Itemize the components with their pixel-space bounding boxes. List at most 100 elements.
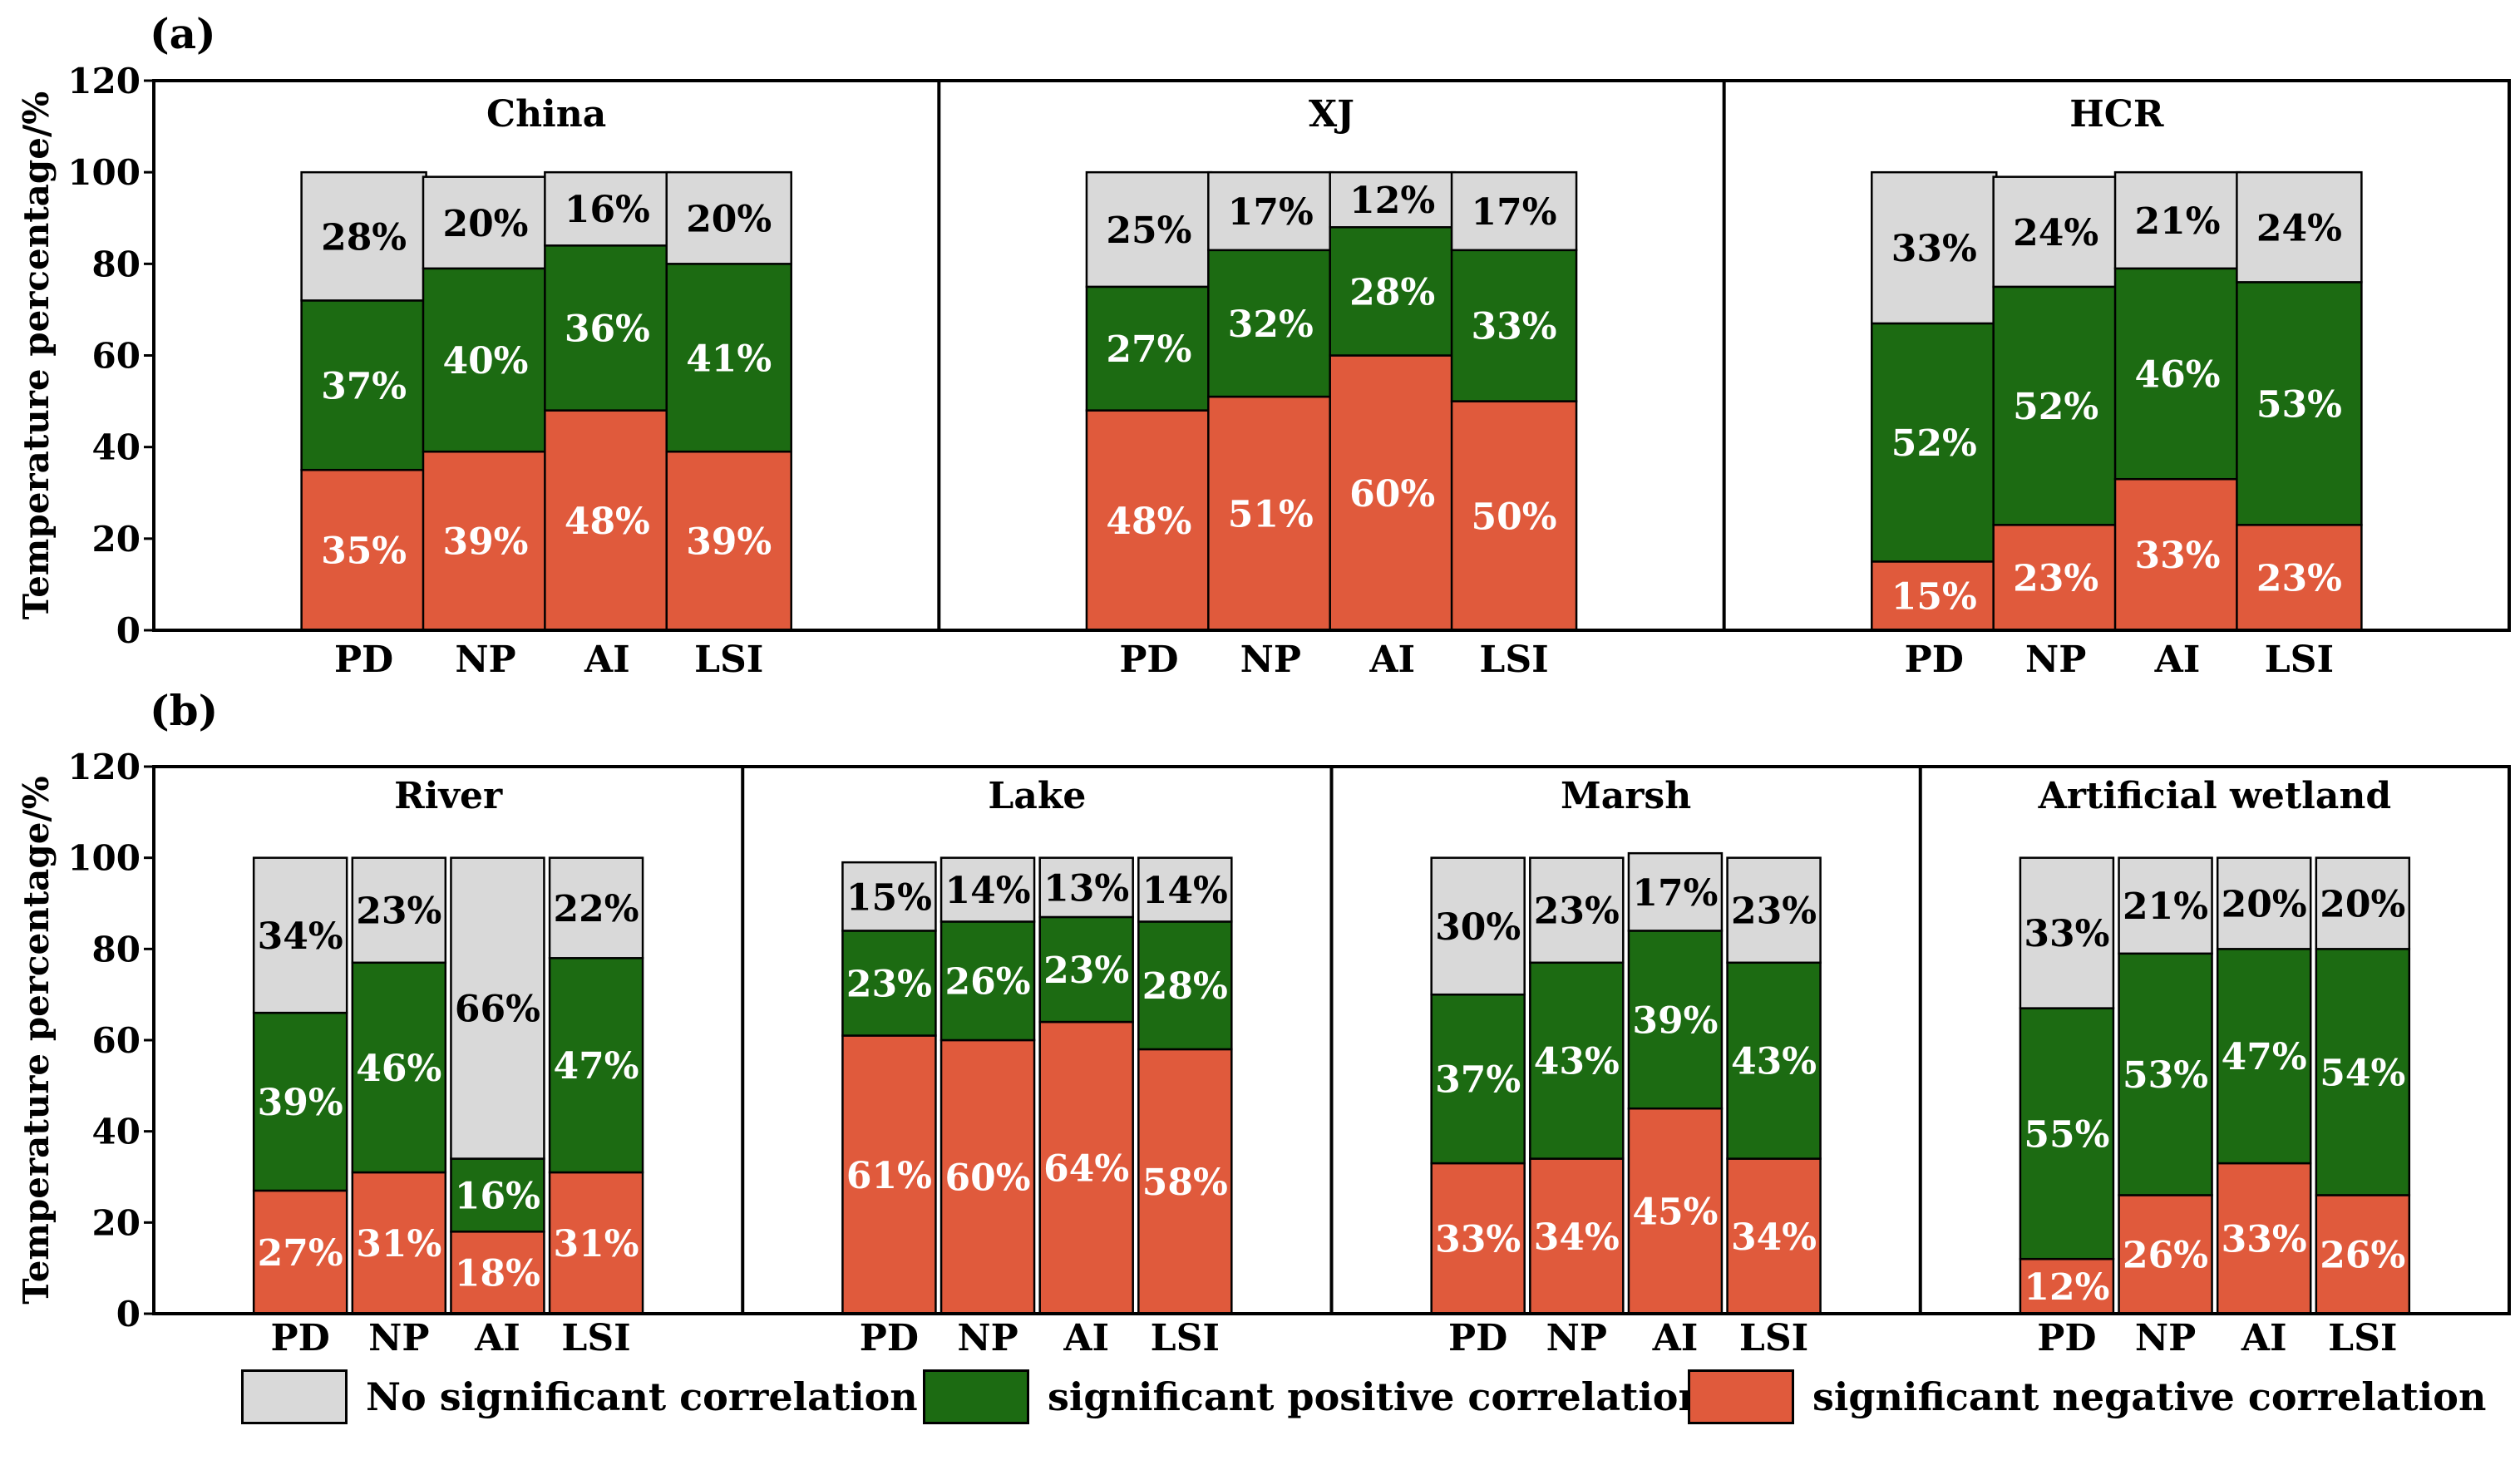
panel-b-x-tick-label: AI [1063,1317,1109,1359]
legend-item-negative: significant negative correlation [1688,1364,2486,1430]
panel-b-bar-lake-np-significant-negative-correlation [939,1038,1036,1315]
panel-a-data-label: 32% [1228,303,1314,346]
panel-b-x-tick-label: AI [1652,1317,1699,1359]
panel-b-bar-river-ai-no-significant-correlation [450,856,545,1160]
panel-a-data-label: 20% [442,203,528,245]
panel-a-bar-xj-lsi-no-significant-correlation [1450,170,1578,252]
panel-b-y-tick-label: 120 [67,747,141,787]
panel-b-bar-lake-np-no-significant-correlation [939,856,1036,923]
panel-b-bar-artificial-wetland-np-no-significant-correlation [2118,856,2213,955]
panel-b-data-label: 23% [1043,950,1129,992]
panel-b-data-label: 31% [356,1223,441,1265]
panel-a-bar-hcr-lsi-significant-negative-correlation [2236,524,2363,632]
panel-b-data-label: 45% [1632,1191,1718,1234]
panel-a-bar-hcr-np-significant-negative-correlation [1992,524,2119,632]
panel-a-bar-hcr-np-no-significant-correlation [1992,175,2119,289]
panel-b-data-label: 43% [1534,1041,1620,1083]
legend-swatch-no-significant [241,1369,348,1424]
legend-item-no-significant: No significant correlation [241,1364,918,1430]
panel-a-data-label: 21% [2134,200,2220,243]
panel-a-data-label: 25% [1106,210,1191,252]
panel-a-y-tick-label: 20 [92,519,141,560]
panel-b-x-tick-label: AI [2241,1317,2287,1359]
panel-a-bar-hcr-ai-no-significant-correlation [2113,170,2241,270]
panel-a-data-label: 12% [1349,180,1435,222]
panel-b-bar-lake-ai-significant-positive-correlation [1038,915,1134,1024]
panel-b-data-label: 23% [1534,890,1620,933]
panel-a-bar-hcr-pd-significant-positive-correlation [1871,322,1998,563]
panel-a-data-label: 17% [1472,191,1557,234]
panel-a-y-axis-label: Temperature percentage/% [16,91,57,619]
panel-a-data-label: 39% [442,521,528,564]
panel-a-data-label: 46% [2134,354,2220,397]
panel-b-x-tick-label: LSI [1739,1317,1808,1359]
panel-b-group-title-marsh: Marsh [1561,775,1691,817]
panel-b-x-tick-label: LSI [561,1317,630,1359]
panel-a-x-tick-label: AI [1368,639,1415,681]
panel-b-bar-river-pd-no-significant-correlation [252,856,348,1014]
panel-a-y-tick-label: 60 [92,336,141,377]
panel-b-x-tick-label: LSI [2328,1317,2397,1359]
panel-a-x-tick-label: PD [334,639,393,681]
legend-label-positive: significant positive correlation [1048,1374,1706,1419]
panel-a-group-title-china: China [486,93,606,136]
panel-b-bar-river-np-no-significant-correlation [351,856,447,964]
panel-b-data-label: 37% [1435,1059,1521,1102]
panel-b-data-label: 17% [1632,872,1718,915]
panel-a-y-tick-label: 0 [116,610,141,651]
panel-a-bar-hcr-pd-significant-negative-correlation [1871,560,1998,632]
panel-a-x-tick-label: PD [1905,639,1964,681]
panel-a-group-title-hcr: HCR [2069,93,2164,136]
panel-a-data-label: 33% [1472,306,1557,348]
panel-b-bar-lake-pd-no-significant-correlation [841,861,937,932]
panel-b-data-label: 33% [2222,1219,2307,1261]
panel-b-data-label: 22% [554,888,639,930]
panel-b-bar-artificial-wetland-pd-no-significant-correlation [2019,856,2115,1009]
panel-a-data-label: 28% [321,216,407,259]
panel-b-data-label: 47% [554,1045,639,1088]
panel-b-y-tick-label: 100 [67,838,141,879]
panel-b-data-label: 33% [2024,913,2109,955]
panel-b-x-tick-label: PD [2037,1317,2096,1359]
panel-a-bar-xj-np-significant-positive-correlation [1207,249,1334,398]
panel-a-bar-china-np-significant-negative-correlation [422,450,550,632]
panel-b-label: (b) [150,686,218,735]
panel-a-data-label: 52% [1891,422,1977,465]
panel-b-data-label: 16% [455,1175,540,1217]
panel-b-data-label: 53% [2123,1054,2208,1097]
panel-b-bar-lake-lsi-no-significant-correlation [1137,856,1233,923]
panel-a-bar-china-pd-significant-positive-correlation [300,299,427,471]
panel-a-y-tick-label: 40 [92,427,141,468]
panel-b-data-label: 55% [2024,1113,2109,1156]
panel-a-y-tick-label: 80 [92,244,141,284]
panel-a-data-label: 40% [442,340,528,382]
panel-b-data-label: 34% [1534,1216,1620,1259]
panel-b-bar-lake-pd-significant-positive-correlation [841,930,937,1037]
panel-a-data-label: 48% [1106,501,1191,543]
panel-b-bar-artificial-wetland-ai-significant-negative-correlation [2216,1162,2312,1315]
panel-a-data-label: 16% [565,189,650,231]
panel-a-data-label: 27% [1106,328,1191,371]
panel-b-data-label: 34% [1731,1216,1817,1259]
panel-b-bar-lake-np-significant-positive-correlation [939,920,1036,1042]
panel-b-data-label: 47% [2222,1036,2307,1078]
panel-b-bar-artificial-wetland-lsi-no-significant-correlation [2315,856,2411,950]
panel-b-data-label: 23% [356,890,441,933]
panel-a-data-label: 23% [2013,558,2098,600]
panel-a-x-tick-label: AI [584,639,630,681]
panel-b-data-label: 23% [846,963,932,1005]
panel-b-bar-marsh-ai-significant-positive-correlation [1627,930,1724,1110]
panel-a-data-label: 52% [2013,386,2098,428]
panel-b-y-tick-label: 80 [92,929,141,969]
panel-a-bar-china-ai-no-significant-correlation [544,170,671,247]
panel-b-data-label: 13% [1043,867,1129,910]
panel-a-data-label: 35% [321,530,407,573]
panel-b-bar-artificial-wetland-pd-significant-negative-correlation [2019,1257,2115,1315]
panel-a-data-label: 17% [1228,191,1314,234]
panel-b-data-label: 27% [258,1232,343,1275]
panel-a-x-tick-label: NP [455,639,515,681]
panel-a-data-label: 33% [1891,228,1977,270]
panel-a-data-label: 60% [1349,473,1435,516]
panel-b-bar-river-pd-significant-positive-correlation [252,1011,348,1192]
panel-b-data-label: 18% [455,1253,540,1295]
